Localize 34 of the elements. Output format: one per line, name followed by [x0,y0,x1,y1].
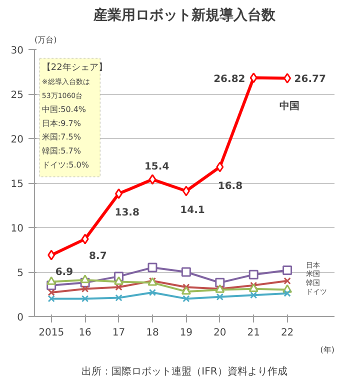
data-label: 14.1 [180,205,205,216]
data-label: 13.8 [114,208,140,219]
y-tick-label: 15 [10,179,24,190]
y-tick-label: 25 [10,90,24,101]
chart-title: 産業用ロボット新規導入台数 [92,6,276,24]
text: 出所：国際ロボット連盟（IFR）資料より作成 [82,366,288,378]
data-label: 6.9 [55,267,74,278]
annotation: 米国:7.5% [42,132,82,142]
x-tick-label: 17 [112,328,126,338]
data-label: 26.77 [294,74,326,86]
annotation: ドイツ:5.0% [42,160,90,170]
x-axis-title: (年) [320,346,335,354]
x-tick-label: 2015 [38,328,64,338]
annotation: 日本:9.7% [42,118,82,128]
x-tick-label: 21 [247,328,260,338]
y-tick-label: 0 [17,312,24,324]
x-tick-label: 22 [280,328,294,338]
data-label: 8.7 [89,251,107,262]
y-tick-label: 20 [10,134,24,146]
y-tick-label: 10 [10,224,24,234]
text: 中国 [279,100,300,112]
data-label: 16.8 [218,180,243,192]
x-tick-label: 16 [78,328,92,338]
annotation: 中国:50.4% [42,105,86,114]
data-label: 15.4 [144,161,170,172]
x-tick-label: 18 [146,328,159,338]
y-tick-label: 5 [17,268,24,279]
y-axis-title: (万台) [34,36,57,44]
x-tick-label: 20 [214,328,226,338]
x-tick-label: 19 [180,328,193,338]
annotation: 韓国:5.7% [42,146,82,156]
data-label: 26.82 [214,74,246,85]
annotation: 【22年シェア】 [42,62,108,74]
y-tick-label: 30 [10,46,24,56]
